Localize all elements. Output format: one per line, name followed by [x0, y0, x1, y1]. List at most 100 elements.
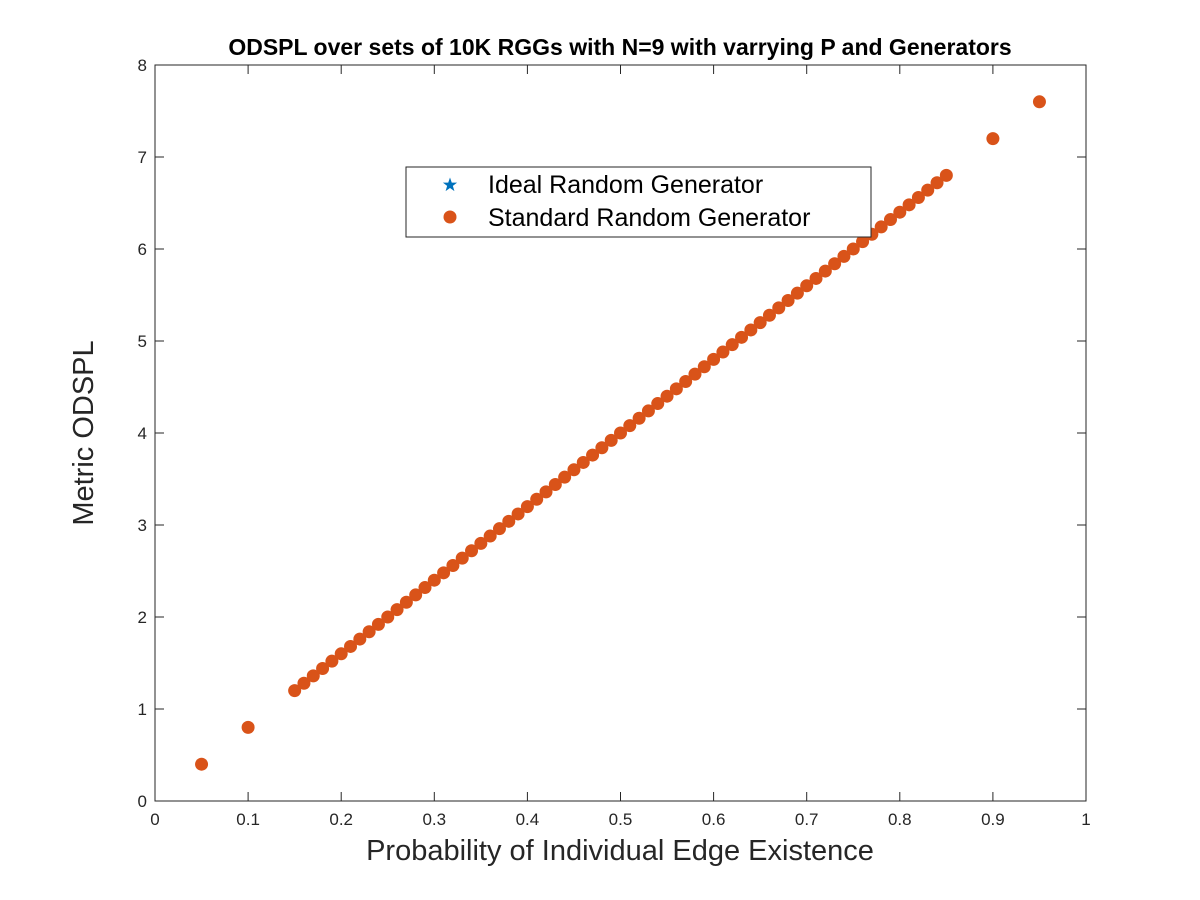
- data-point-standard: [753, 316, 767, 330]
- data-point-standard: [483, 529, 497, 543]
- data-point-standard: [828, 257, 842, 271]
- data-point-standard: [241, 720, 255, 734]
- data-point-standard: [651, 397, 665, 411]
- data-point-standard: [576, 455, 590, 469]
- data-point-standard: [362, 625, 376, 639]
- y-tick-label: 5: [138, 332, 147, 351]
- x-tick-label: 0.1: [236, 810, 260, 829]
- y-tick-label: 8: [138, 56, 147, 75]
- y-tick-labels: 0 1 2 3 4 5 6 7 8: [138, 56, 147, 811]
- data-point-standard: [762, 308, 776, 322]
- y-axis-label: Metric ODSPL: [68, 340, 100, 525]
- data-point-standard: [930, 176, 944, 190]
- data-point-standard: [297, 676, 311, 690]
- data-point-standard: [883, 213, 897, 227]
- data-point-standard: [716, 345, 730, 359]
- data-point-standard: [632, 411, 646, 425]
- data-point-standard: [353, 632, 367, 646]
- data-point-standard: [427, 573, 441, 587]
- data-point-standard: [660, 389, 674, 403]
- data-point-standard: [790, 286, 804, 300]
- data-point-standard: [911, 190, 925, 204]
- x-tick-label: 0.6: [702, 810, 726, 829]
- x-tick-label: 0.5: [609, 810, 633, 829]
- y-tick-label: 4: [138, 424, 147, 443]
- x-tick-label: 0.7: [795, 810, 819, 829]
- data-point-standard: [725, 338, 739, 352]
- data-point-standard: [558, 470, 572, 484]
- y-tick-label: 6: [138, 240, 147, 259]
- data-point-standard: [781, 294, 795, 308]
- data-point-standard: [939, 168, 953, 182]
- data-point-standard: [502, 514, 516, 528]
- data-point-standard: [455, 551, 469, 565]
- x-tick-label: 0: [150, 810, 159, 829]
- data-point-standard: [744, 323, 758, 337]
- data-point-standard: [986, 132, 1000, 146]
- data-point-standard: [921, 183, 935, 197]
- data-point-standard: [418, 581, 432, 595]
- data-point-standard: [399, 595, 413, 609]
- data-point-standard: [409, 588, 423, 602]
- y-tick-label: 1: [138, 700, 147, 719]
- data-point-standard: [893, 205, 907, 219]
- data-point-standard: [595, 441, 609, 455]
- data-point-standard: [679, 374, 693, 388]
- data-point-standard: [334, 647, 348, 661]
- data-point-standard: [809, 271, 823, 285]
- data-point-standard: [437, 566, 451, 580]
- data-point-standard: [195, 757, 209, 771]
- data-point-standard: [511, 507, 525, 521]
- data-point-standard: [623, 419, 637, 433]
- data-point-standard: [492, 522, 506, 536]
- data-point-standard: [474, 536, 488, 550]
- data-point-standard: [390, 603, 404, 617]
- x-tick-label: 0.9: [981, 810, 1005, 829]
- data-point-standard: [837, 249, 851, 263]
- series-standard-random-generator: [195, 95, 1046, 771]
- data-point-standard: [306, 669, 320, 683]
- x-axis-label: Probability of Individual Edge Existence: [366, 835, 874, 867]
- axis-ticks: [154, 64, 1087, 802]
- data-point-standard: [288, 684, 302, 698]
- data-point-standard: [669, 382, 683, 396]
- legend: Ideal Random Generator Standard Random G…: [405, 166, 872, 238]
- data-point-standard: [539, 485, 553, 499]
- x-tick-labels: 0 0.1 0.2 0.3 0.4 0.5 0.6 0.7 0.8 0.9 1: [150, 810, 1090, 829]
- data-point-standard: [800, 279, 814, 293]
- x-tick-label: 1: [1081, 810, 1090, 829]
- x-tick-label: 0.8: [888, 810, 912, 829]
- data-point-standard: [902, 198, 916, 212]
- legend-star-marker: [442, 177, 458, 192]
- y-tick-label: 7: [138, 148, 147, 167]
- data-point-standard: [818, 264, 832, 278]
- data-point-standard: [772, 301, 786, 315]
- data-point-standard: [381, 610, 395, 624]
- data-point-standard: [1032, 95, 1046, 109]
- data-point-standard: [586, 448, 600, 462]
- data-point-standard: [325, 654, 339, 668]
- data-point-standard: [530, 492, 544, 506]
- data-point-standard: [604, 433, 618, 447]
- data-point-standard: [344, 639, 358, 653]
- legend-marker-star-icon: [442, 177, 458, 192]
- y-tick-label: 0: [138, 792, 147, 811]
- legend-label-ideal: Ideal Random Generator: [488, 171, 763, 199]
- data-point-standard: [688, 367, 702, 381]
- x-tick-label: 0.2: [329, 810, 353, 829]
- y-tick-label: 2: [138, 608, 147, 627]
- data-point-standard: [520, 500, 534, 514]
- data-point-standard: [846, 242, 860, 256]
- data-point-standard: [735, 330, 749, 344]
- data-point-standard: [697, 360, 711, 374]
- data-point-standard: [707, 352, 721, 366]
- x-tick-label: 0.3: [422, 810, 446, 829]
- legend-box: [405, 166, 872, 238]
- data-point-standard: [371, 617, 385, 631]
- legend-marker-circle-icon: [443, 210, 457, 224]
- data-point-standard: [567, 463, 581, 477]
- data-point-standard: [446, 558, 460, 572]
- chart-title: ODSPL over sets of 10K RGGs with N=9 wit…: [228, 34, 1011, 60]
- legend-label-standard: Standard Random Generator: [488, 204, 810, 232]
